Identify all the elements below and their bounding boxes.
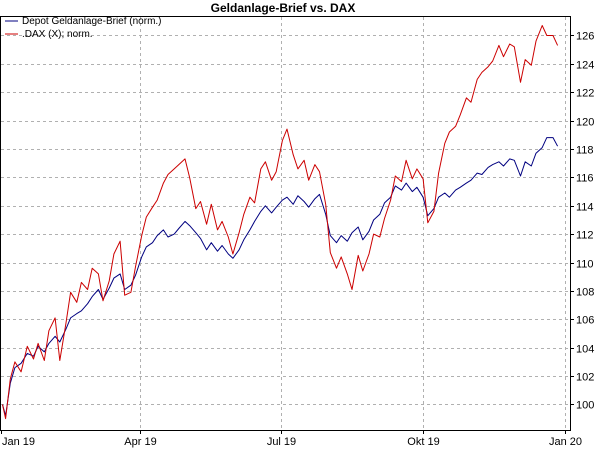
legend-label-depot: Depot Geldanlage-Brief (norm.) — [22, 16, 162, 27]
y-tick-label: 124 — [576, 60, 594, 72]
y-tick-label: 102 — [576, 372, 594, 384]
series-line-dax — [2, 25, 559, 420]
y-tick-label: 104 — [576, 344, 594, 356]
x-tick-label: Apr 19 — [124, 436, 156, 448]
legend: Depot Geldanlage-Brief (norm.) .DAX (X);… — [5, 16, 162, 40]
legend-label-dax: .DAX (X); norm. — [22, 29, 93, 40]
y-tick-label: 108 — [576, 287, 594, 299]
y-tick-label: 112 — [576, 230, 594, 242]
y-tick-label: 122 — [576, 88, 594, 100]
x-axis-ticks: Jan 19 Apr 19 Jul 19 Okt 19 Jan 20 — [1, 430, 582, 448]
series-lines — [2, 25, 559, 420]
y-tick-label: 116 — [576, 173, 594, 185]
y-axis-ticks: 100 102 104 106 108 110 112 114 116 118 120 122 124 1… — [570, 31, 594, 412]
x-tick-label: Jan 20 — [549, 436, 582, 448]
x-tick-label: Jan 19 — [2, 436, 35, 448]
y-tick-label: 110 — [576, 259, 594, 271]
y-tick-label: 106 — [576, 315, 594, 327]
y-tick-label: 114 — [576, 202, 594, 214]
y-tick-label: 118 — [576, 145, 594, 157]
grid — [1, 17, 570, 430]
x-tick-label: Okt 19 — [407, 436, 439, 448]
plot-frame — [0, 16, 571, 431]
x-tick-label: Jul 19 — [267, 436, 296, 448]
y-tick-label: 126 — [576, 31, 594, 43]
y-tick-label: 120 — [576, 117, 594, 129]
chart-title: Geldanlage-Brief vs. DAX — [211, 1, 356, 15]
series-line-depot — [2, 137, 559, 417]
y-tick-label: 100 — [576, 400, 594, 412]
